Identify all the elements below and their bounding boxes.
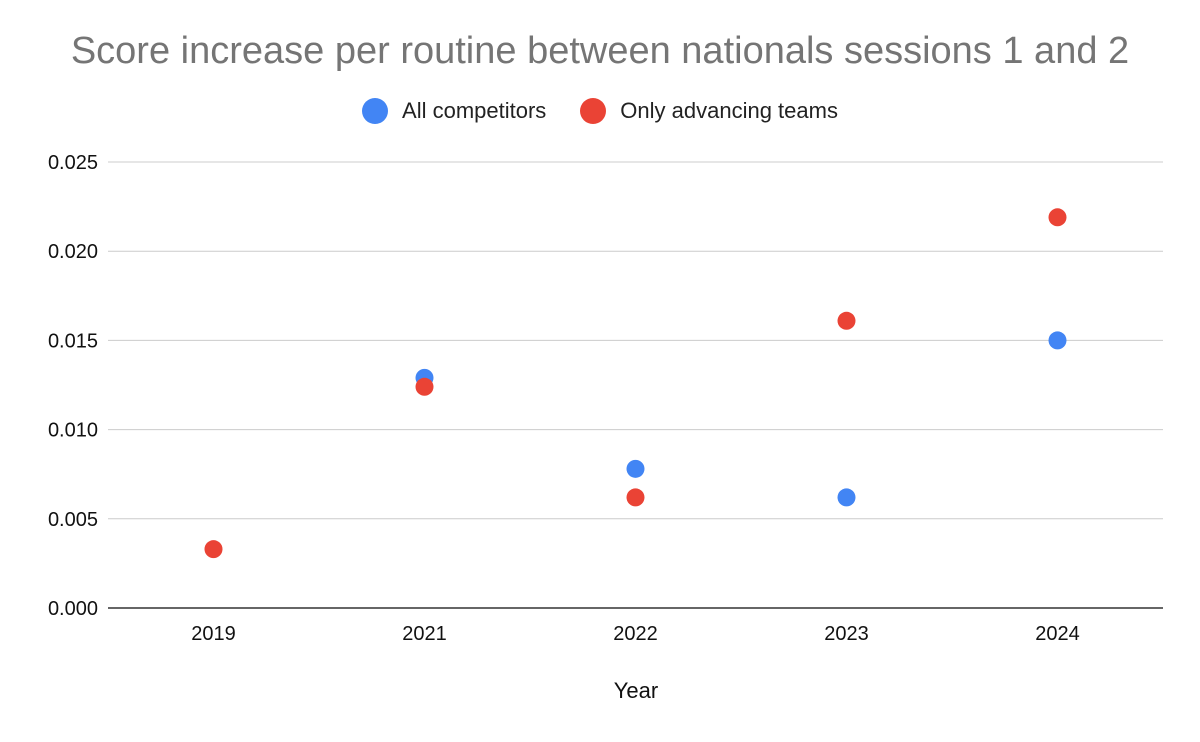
x-tick-label: 2019 xyxy=(191,623,236,645)
point-advancing-teams-2024[interactable] xyxy=(1048,208,1067,227)
x-axis-title: Year xyxy=(614,678,658,703)
y-tick-label: 0.000 xyxy=(48,598,98,620)
legend-label-advancing-teams: Only advancing teams xyxy=(620,98,838,123)
y-tick-label: 0.020 xyxy=(48,241,98,263)
point-all-competitors-2024[interactable] xyxy=(1048,331,1067,350)
legend-item-all-competitors[interactable]: All competitors xyxy=(362,98,546,124)
x-tick-label: 2022 xyxy=(613,623,658,645)
chart-title: Score increase per routine between natio… xyxy=(70,30,1130,72)
y-tick-label: 0.010 xyxy=(48,420,98,442)
legend-item-advancing-teams[interactable]: Only advancing teams xyxy=(580,98,838,124)
y-tick-label: 0.005 xyxy=(48,509,98,531)
point-advancing-teams-2023[interactable] xyxy=(837,311,856,330)
point-all-competitors-2023[interactable] xyxy=(837,488,856,507)
legend-swatch-all-competitors xyxy=(362,98,389,124)
y-tick-label: 0.025 xyxy=(48,152,98,174)
y-tick-label: 0.015 xyxy=(48,330,98,352)
data-points xyxy=(204,208,1067,559)
x-tick-label: 2024 xyxy=(1035,623,1080,645)
point-all-competitors-2022[interactable] xyxy=(626,459,645,478)
legend-label-all-competitors: All competitors xyxy=(402,98,547,123)
point-advancing-teams-2022[interactable] xyxy=(626,488,645,507)
x-tick-label: 2021 xyxy=(402,623,447,645)
legend: All competitors Only advancing teams xyxy=(0,98,1200,124)
point-advancing-teams-2021[interactable] xyxy=(415,377,434,396)
gridlines xyxy=(108,161,1163,609)
x-tick-labels: 2019 2021 2022 2023 2024 xyxy=(191,623,1080,645)
y-tick-labels: 0.000 0.005 0.010 0.015 0.020 0.025 xyxy=(48,152,98,620)
legend-swatch-advancing-teams xyxy=(580,98,607,124)
x-tick-label: 2023 xyxy=(824,623,869,645)
point-advancing-teams-2019[interactable] xyxy=(204,540,223,559)
